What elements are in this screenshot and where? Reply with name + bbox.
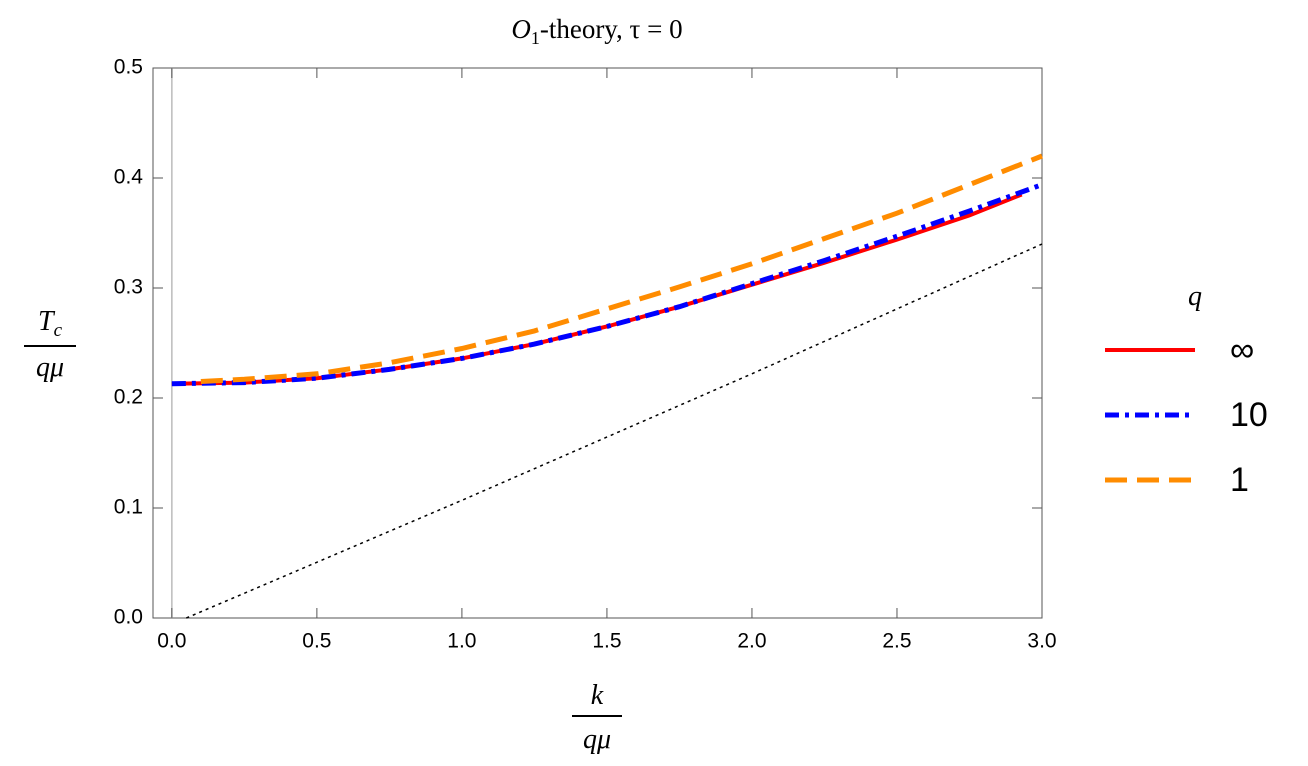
title-part: O xyxy=(511,14,531,44)
x-tick-label: 2.0 xyxy=(737,630,766,653)
legend-label: ∞ xyxy=(1230,331,1254,369)
title-part: -theory, τ = 0 xyxy=(540,14,683,44)
legend-title: q xyxy=(1188,281,1202,312)
series-line xyxy=(186,243,1043,619)
legend-label: 1 xyxy=(1230,461,1249,499)
legend-label: 10 xyxy=(1230,396,1268,434)
plot-frame xyxy=(152,67,1043,619)
y-label: Tc xyxy=(38,306,63,341)
y-label-num: T xyxy=(38,306,56,337)
series-line xyxy=(171,192,1023,386)
y-tick-label: 0.4 xyxy=(114,166,144,189)
y-tick-label: 0.3 xyxy=(114,276,143,299)
x-tick-label: 1.5 xyxy=(592,630,621,653)
y-label-sub: c xyxy=(54,320,63,341)
x-tick-label: 3.0 xyxy=(1027,630,1056,653)
y-tick-label: 0.2 xyxy=(114,386,143,409)
series-line xyxy=(200,153,1043,384)
y-tick-label: 0.5 xyxy=(114,56,143,79)
x-tick-label: 0.0 xyxy=(157,630,186,653)
y-tick-label: 0.1 xyxy=(114,496,143,519)
chart-title: O1-theory, τ = 0 xyxy=(511,14,682,48)
title-part: 1 xyxy=(531,28,540,48)
x-tick-label: 2.5 xyxy=(882,630,911,653)
x-label-den: qμ xyxy=(583,724,611,755)
series-line xyxy=(171,182,1043,387)
x-tick-label: 1.0 xyxy=(447,630,476,653)
y-tick-label: 0.0 xyxy=(114,606,143,629)
y-label-den: qμ xyxy=(36,352,64,383)
x-tick-label: 0.5 xyxy=(302,630,331,653)
x-label-num: k xyxy=(591,680,604,711)
